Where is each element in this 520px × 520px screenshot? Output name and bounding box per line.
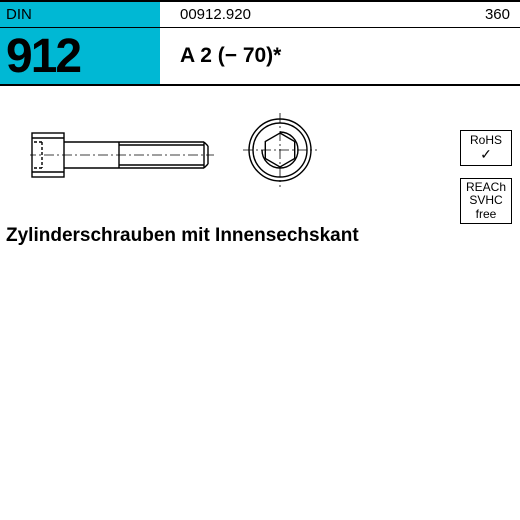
header-row-2: 912 A 2 (− 70)* xyxy=(0,28,520,86)
technical-diagram xyxy=(0,100,520,210)
reach-badge: REACh SVHC free xyxy=(460,178,512,224)
screw-end-view xyxy=(240,110,320,190)
standard-number: 912 xyxy=(0,29,160,84)
header-row-1: DIN 00912.920 360 xyxy=(0,0,520,28)
standard-label: DIN xyxy=(0,6,160,23)
rohs-badge: RoHS ✓ xyxy=(460,130,512,166)
product-description: Zylinderschrauben mit Innensechskant xyxy=(6,225,359,247)
rohs-label: RoHS xyxy=(470,134,502,147)
screw-side-view xyxy=(30,120,230,190)
material-spec: A 2 (− 70)* xyxy=(160,44,460,68)
check-icon: ✓ xyxy=(480,147,492,162)
page-ref: 360 xyxy=(460,6,520,23)
reach-line3: free xyxy=(476,208,497,221)
part-code: 00912.920 xyxy=(160,6,460,23)
reach-line2: SVHC xyxy=(469,194,502,207)
